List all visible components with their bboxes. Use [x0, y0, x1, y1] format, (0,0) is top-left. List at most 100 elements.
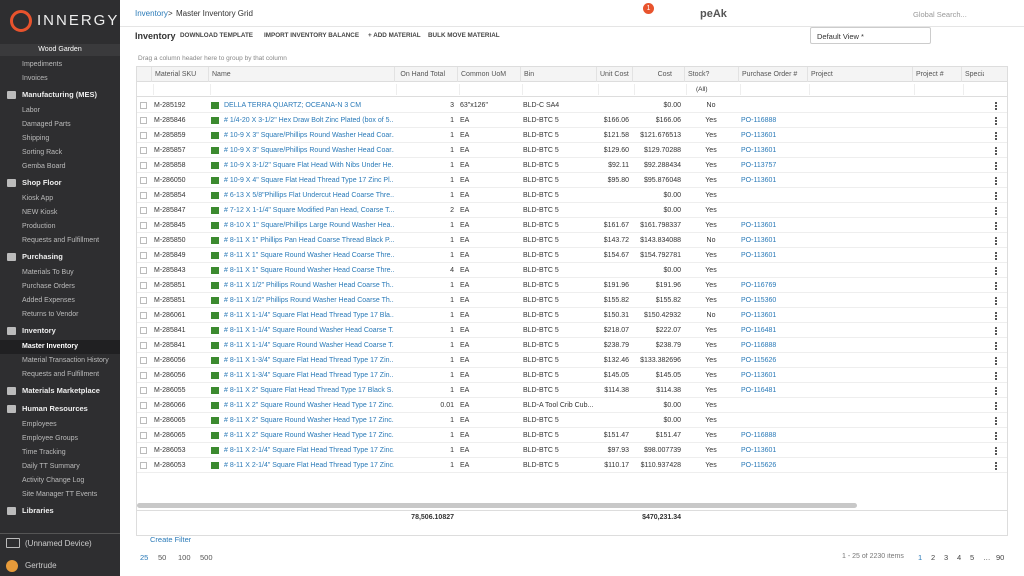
material-name-cell[interactable]: # 8-11 X 1-1/4" Square Round Washer Head… — [224, 327, 394, 334]
row-checkbox[interactable] — [140, 282, 147, 289]
device[interactable]: (Unnamed Device) — [25, 539, 92, 548]
row-menu[interactable] — [995, 177, 997, 185]
row-checkbox[interactable] — [140, 417, 147, 424]
purchase-order-cell[interactable]: PO-113601 — [741, 252, 777, 259]
row-checkbox[interactable] — [140, 327, 147, 334]
nav-item[interactable]: Sorting Rack — [22, 149, 63, 156]
row-checkbox[interactable] — [140, 222, 147, 229]
column-filter[interactable] — [598, 84, 630, 95]
company[interactable]: Wood Garden — [0, 44, 120, 56]
purchase-order-cell[interactable]: PO-116481 — [741, 327, 777, 334]
page-link[interactable]: 2 — [931, 553, 936, 562]
purchase-order-cell[interactable]: PO-116888 — [741, 117, 777, 124]
material-name-cell[interactable]: # 8-11 X 1/2" Phillips Round Washer Head… — [224, 297, 394, 304]
row-menu[interactable] — [995, 162, 997, 170]
material-name-cell[interactable]: # 8-11 X 2-1/4" Square Flat Head Thread … — [224, 447, 394, 454]
material-name-cell[interactable]: # 8-11 X 1-3/4" Square Flat Head Thread … — [224, 357, 394, 364]
column-filter[interactable] — [459, 84, 518, 95]
nav-item[interactable]: Employees — [22, 421, 57, 428]
breadcrumb-parent[interactable]: Inventory — [135, 9, 168, 18]
global-search[interactable]: Global Search... — [913, 10, 967, 19]
purchase-order-cell[interactable]: PO-116888 — [741, 342, 777, 349]
purchase-order-cell[interactable]: PO-113757 — [741, 162, 777, 169]
nav-item[interactable]: Daily TT Summary — [22, 463, 80, 470]
nav-item[interactable]: Damaged Parts — [22, 121, 71, 128]
column-header[interactable]: Name — [208, 67, 394, 82]
purchase-order-cell[interactable]: PO-115360 — [741, 297, 777, 304]
purchase-order-cell[interactable]: PO-113601 — [741, 132, 777, 139]
row-checkbox[interactable] — [140, 312, 147, 319]
toolbar-action[interactable]: + ADD MATERIAL — [368, 32, 421, 39]
nav-item[interactable]: Activity Change Log — [22, 477, 85, 484]
material-name-cell[interactable]: # 8-11 X 2" Square Flat Head Thread Type… — [224, 387, 394, 394]
column-header[interactable]: Project # — [912, 67, 961, 82]
purchase-order-cell[interactable]: PO-113601 — [741, 312, 777, 319]
purchase-order-cell[interactable]: PO-116769 — [741, 282, 777, 289]
nav-section[interactable]: Shop Floor — [22, 178, 62, 187]
row-menu[interactable] — [995, 192, 997, 200]
column-header[interactable]: Common UoM — [457, 67, 520, 82]
material-name-cell[interactable]: # 8-11 X 2-1/4" Square Flat Head Thread … — [224, 462, 394, 469]
material-name-cell[interactable]: # 10-9 X 3" Square/Phillips Round Washer… — [224, 132, 394, 139]
column-filter[interactable] — [740, 84, 805, 95]
column-header[interactable]: Purchase Order # — [738, 67, 807, 82]
column-header[interactable]: Material SKU — [151, 67, 208, 82]
row-checkbox[interactable] — [140, 117, 147, 124]
column-filter[interactable] — [686, 84, 736, 95]
material-name-cell[interactable]: DELLA TERRA QUARTZ; OCEANA-N 3 CM — [224, 102, 362, 109]
column-filter[interactable] — [522, 84, 594, 95]
row-checkbox[interactable] — [140, 252, 147, 259]
row-checkbox[interactable] — [140, 102, 147, 109]
row-checkbox[interactable] — [140, 462, 147, 469]
column-header[interactable]: Bin — [520, 67, 596, 82]
toolbar-action[interactable]: IMPORT INVENTORY BALANCE — [264, 32, 360, 39]
nav-section[interactable]: Inventory — [22, 326, 56, 335]
row-checkbox[interactable] — [140, 147, 147, 154]
nav-item-active[interactable]: Master Inventory — [0, 340, 120, 354]
nav-section[interactable]: Materials Marketplace — [22, 386, 100, 395]
page-link[interactable]: 4 — [957, 553, 962, 562]
nav-item[interactable]: Impediments — [22, 61, 63, 68]
column-filter[interactable] — [914, 84, 959, 95]
purchase-order-cell[interactable]: PO-115626 — [741, 462, 777, 469]
row-menu[interactable] — [995, 402, 997, 410]
view-name[interactable]: Default View * — [817, 32, 864, 41]
row-checkbox[interactable] — [140, 162, 147, 169]
column-filter[interactable] — [963, 84, 982, 95]
row-checkbox[interactable] — [140, 432, 147, 439]
peak-brand[interactable]: peAk — [700, 8, 727, 20]
material-name-cell[interactable]: # 8-10 X 1" Square/Phillips Large Round … — [224, 222, 394, 229]
row-checkbox[interactable] — [140, 342, 147, 349]
notification-badge[interactable]: 1 — [643, 3, 654, 14]
row-checkbox[interactable] — [140, 132, 147, 139]
column-header[interactable]: On Hand Total — [394, 67, 457, 82]
toolbar-action[interactable]: BULK MOVE MATERIAL — [428, 32, 500, 39]
row-checkbox[interactable] — [140, 267, 147, 274]
stock-filter[interactable]: (All) — [696, 86, 708, 93]
nav-item[interactable]: Material Transaction History — [22, 357, 109, 364]
purchase-order-cell[interactable]: PO-113601 — [741, 222, 777, 229]
material-name-cell[interactable]: # 8-11 X 1" Phillips Pan Head Coarse Thr… — [224, 237, 394, 244]
row-checkbox[interactable] — [140, 402, 147, 409]
nav-item[interactable]: Kiosk App — [22, 195, 54, 202]
column-filter[interactable] — [809, 84, 910, 95]
row-menu[interactable] — [995, 417, 997, 425]
column-header[interactable]: Unit Cost — [596, 67, 632, 82]
nav-section[interactable]: Manufacturing (MES) — [22, 90, 97, 99]
user[interactable]: Gertrude — [25, 561, 57, 570]
row-menu[interactable] — [995, 432, 997, 440]
row-menu[interactable] — [995, 132, 997, 140]
material-name-cell[interactable]: # 7-12 X 1-1/4" Square Modified Pan Head… — [224, 207, 394, 214]
row-menu[interactable] — [995, 387, 997, 395]
row-menu[interactable] — [995, 147, 997, 155]
material-name-cell[interactable]: # 8-11 X 1-1/4" Square Round Washer Head… — [224, 342, 394, 349]
material-name-cell[interactable]: # 10-9 X 4" Square Flat Head Thread Type… — [224, 177, 394, 184]
column-header[interactable]: Cost — [632, 67, 684, 82]
row-checkbox[interactable] — [140, 177, 147, 184]
nav-item[interactable]: Employee Groups — [22, 435, 79, 442]
nav-item[interactable]: Gemba Board — [22, 163, 66, 170]
row-checkbox[interactable] — [140, 297, 147, 304]
nav-item[interactable]: Site Manager TT Events — [22, 491, 98, 498]
material-name-cell[interactable]: # 6-13 X 5/8"Phillips Flat Undercut Head… — [224, 192, 394, 199]
nav-item[interactable]: Added Expenses — [22, 297, 75, 304]
